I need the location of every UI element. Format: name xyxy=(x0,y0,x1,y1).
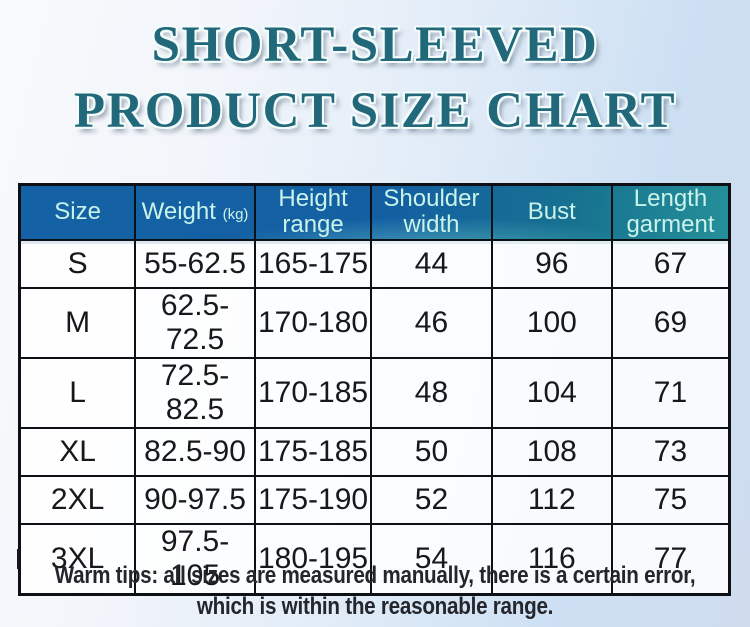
table-cell: 180-195 xyxy=(253,522,373,596)
header-bust: Bust xyxy=(490,183,613,241)
table-cell: 175-190 xyxy=(253,474,373,525)
header-length-garment-label: Length garment xyxy=(626,185,715,239)
header-shoulder-width: Shoulder width xyxy=(370,183,493,241)
table-cell: 165-175 xyxy=(253,238,373,289)
table-cell: 44 xyxy=(370,238,493,289)
table-cell: 77 xyxy=(610,522,731,596)
table-cell: 116 xyxy=(490,522,613,596)
table-cell: 82.5-90 xyxy=(134,426,256,477)
table-cell: 72.5-82.5 xyxy=(134,356,256,429)
warm-tips-line1: Warm tips: all sizes are measured manual… xyxy=(54,562,696,589)
page-title-line1: SHORT-SLEEVED xyxy=(151,17,599,73)
table-cell: 54 xyxy=(370,522,493,596)
warm-tips-line2: which is within the reasonable range. xyxy=(196,593,554,620)
table-cell: 112 xyxy=(490,474,613,525)
table-cell: 52 xyxy=(370,474,493,525)
header-size: Size xyxy=(18,183,137,241)
size-chart-table: Size Weight (kg) Height range Shoulder w… xyxy=(18,183,731,596)
table-cell: 100 xyxy=(490,286,613,359)
table-header-row: Size Weight (kg) Height range Shoulder w… xyxy=(18,183,731,241)
size-label-cell: XL xyxy=(18,426,137,477)
table-cell: 75 xyxy=(610,474,731,525)
header-weight: Weight (kg) xyxy=(134,183,256,241)
table-row-2xl: 2XL 90-97.5 175-190 52 112 75 xyxy=(18,474,731,525)
table-cell: 170-180 xyxy=(253,286,373,359)
table-row-l: L 72.5-82.5 170-185 48 104 71 xyxy=(18,356,731,429)
table-row-xl: XL 82.5-90 175-185 50 108 73 xyxy=(18,426,731,477)
table-cell: 67 xyxy=(610,238,731,289)
table-cell: 46 xyxy=(370,286,493,359)
header-size-label: Size xyxy=(54,198,101,226)
table-cell: 96 xyxy=(490,238,613,289)
size-label-cell: S xyxy=(18,238,137,289)
size-label-cell: L xyxy=(18,356,137,429)
table-cell: 69 xyxy=(610,286,731,359)
page-title-line2: PRODUCT SIZE CHART xyxy=(73,83,677,139)
table-cell: 90-97.5 xyxy=(134,474,256,525)
table-cell: 108 xyxy=(490,426,613,477)
page-title: SHORT-SLEEVED PRODUCT SIZE CHART xyxy=(0,12,750,144)
header-weight-unit: (kg) xyxy=(222,206,249,224)
table-row-s: S 55-62.5 165-175 44 96 67 xyxy=(18,238,731,289)
header-bust-label: Bust xyxy=(527,198,576,226)
table-cell: 170-185 xyxy=(253,356,373,429)
size-label-cell: 3XL xyxy=(18,522,137,596)
table-cell: 62.5-72.5 xyxy=(134,286,256,359)
table-cell: 71 xyxy=(610,356,731,429)
size-label-cell: 2XL xyxy=(18,474,137,525)
table-cell: 50 xyxy=(370,426,493,477)
header-height-range: Height range xyxy=(253,183,373,241)
header-length-garment: Length garment xyxy=(610,183,731,241)
table-row-m: M 62.5-72.5 170-180 46 100 69 xyxy=(18,286,731,359)
table-cell: 55-62.5 xyxy=(134,238,256,289)
warm-tips-note: Warm tips: all sizes are measured manual… xyxy=(53,560,698,622)
table-cell: 48 xyxy=(370,356,493,429)
table-row-3xl: 3XL 97.5-105 180-195 54 116 77 xyxy=(18,522,731,596)
header-height-range-label: Height range xyxy=(278,185,348,239)
table-cell: 73 xyxy=(610,426,731,477)
table-cell: 104 xyxy=(490,356,613,429)
table-cell: 175-185 xyxy=(253,426,373,477)
stray-border-mark xyxy=(17,549,20,569)
table-cell: 97.5-105 xyxy=(134,522,256,596)
header-shoulder-width-label: Shoulder width xyxy=(383,185,480,239)
header-weight-label: Weight xyxy=(141,198,216,226)
size-label-cell: M xyxy=(18,286,137,359)
